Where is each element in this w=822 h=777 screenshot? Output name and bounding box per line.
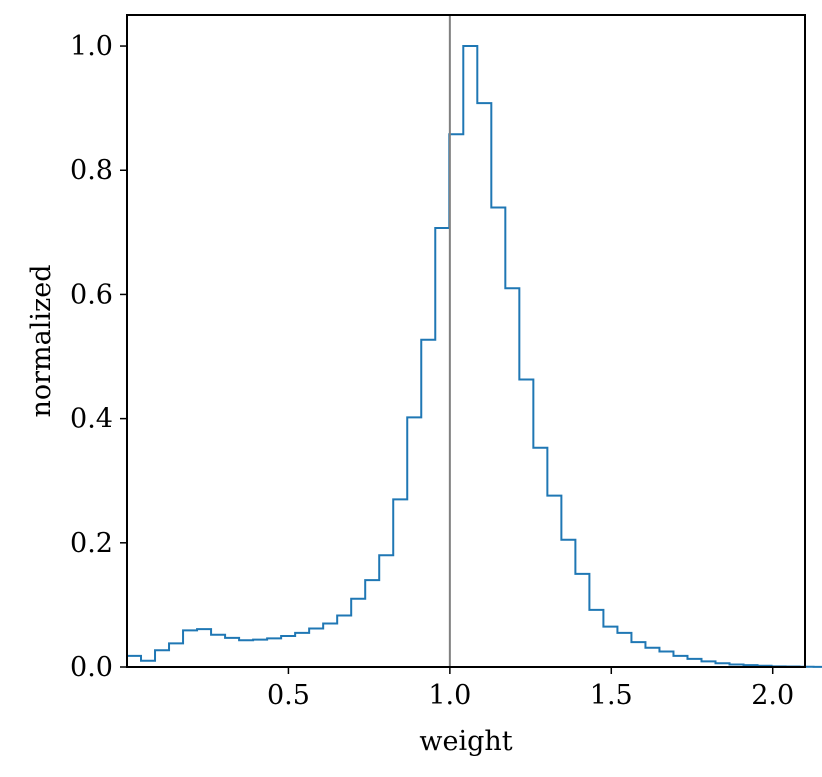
axes-layer: 0.5 1.0 1.5 2.0 0.0 0.2 0.4 0.6 0.8 1.0 [70, 14, 806, 711]
plot-layer [127, 15, 822, 668]
x-tick-label: 0.5 [267, 680, 310, 711]
y-tick-label: 0.2 [70, 528, 113, 559]
y-tick-label: 0.8 [70, 155, 113, 186]
y-tick-label: 0.4 [70, 404, 113, 435]
x-tick-label: 1.0 [428, 680, 471, 711]
x-tick-label: 1.5 [590, 680, 633, 711]
y-axis-label: normalized [26, 264, 57, 417]
histogram-series-0 [127, 45, 822, 668]
y-tick-label: 0.6 [70, 279, 113, 310]
x-tick-label: 2.0 [751, 680, 794, 711]
axes-frame [126, 14, 806, 668]
y-tick-label: 1.0 [70, 31, 113, 62]
y-tick-label: 0.0 [70, 652, 113, 683]
x-axis-label: weight [419, 726, 512, 757]
